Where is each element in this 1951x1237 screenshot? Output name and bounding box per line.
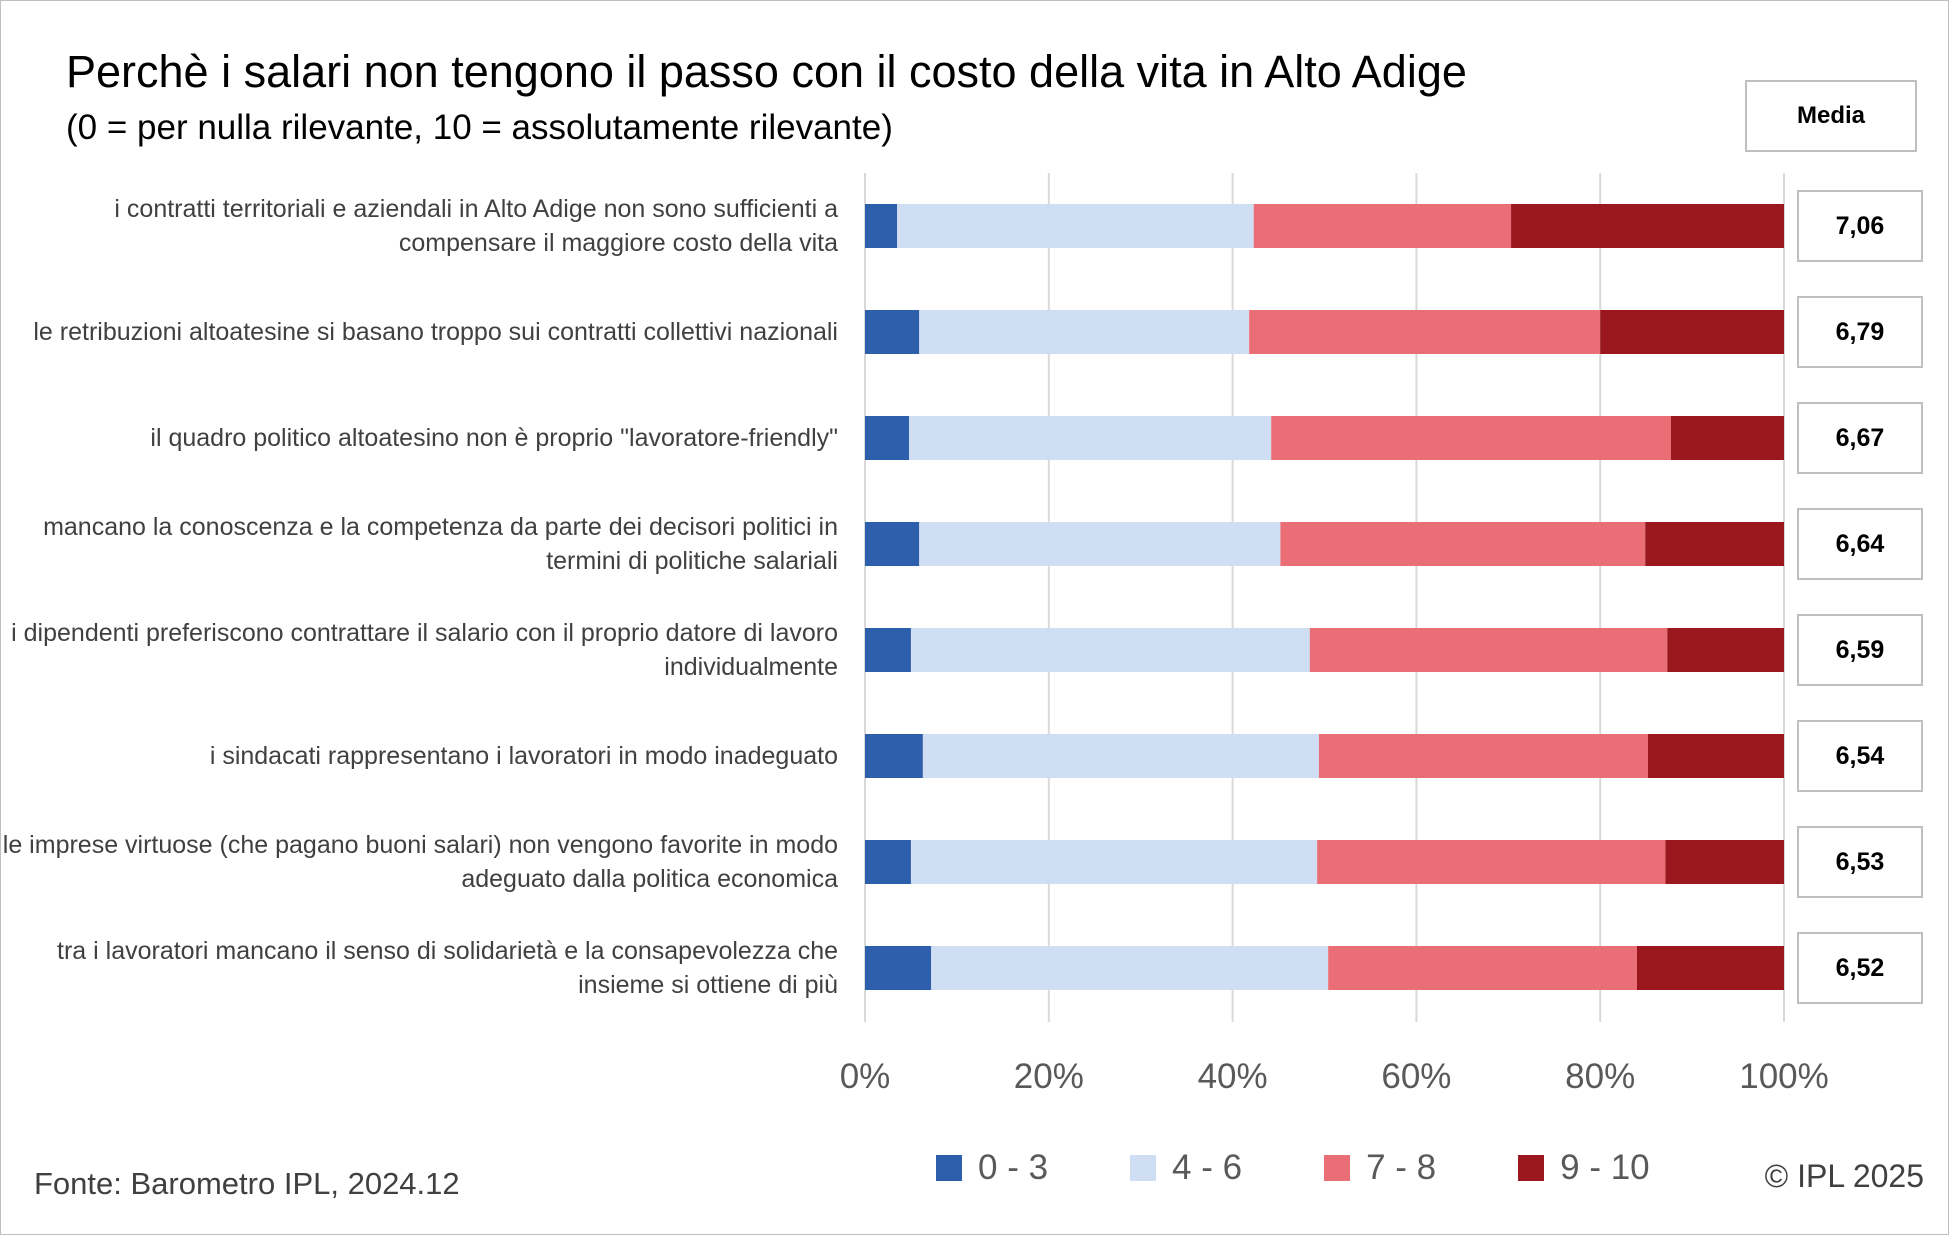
category-label: tra i lavoratori mancano il senso di sol… <box>57 937 838 999</box>
x-tick-label: 40% <box>1198 1057 1268 1096</box>
bar-segment <box>865 416 910 460</box>
media-value: 6,54 <box>1797 720 1923 792</box>
legend-label-4-6: 4 - 6 <box>1172 1148 1243 1187</box>
bar-segment <box>1249 310 1601 354</box>
bar-segment <box>909 416 1272 460</box>
legend-item-9-10: 9 - 10 <box>1518 1148 1650 1188</box>
legend-swatch-7-8 <box>1324 1155 1351 1181</box>
media-value: 6,67 <box>1797 402 1923 474</box>
bar-segment <box>1667 628 1784 672</box>
bar-segment <box>1665 840 1784 884</box>
media-value: 6,79 <box>1797 296 1923 368</box>
bar-segment <box>1271 416 1671 460</box>
category-label: i sindacati rappresentano i lavoratori i… <box>209 742 838 770</box>
bar-segment <box>1280 522 1646 566</box>
x-tick-label: 80% <box>1565 1057 1635 1096</box>
bar-segment <box>1317 840 1666 884</box>
bar-segment <box>931 946 1329 990</box>
bar-segment <box>865 946 932 990</box>
legend-swatch-0-3 <box>936 1155 962 1181</box>
bar-segment <box>919 522 1281 566</box>
bar-segment <box>865 734 923 778</box>
bar-segment <box>922 734 1319 778</box>
legend-label-9-10: 9 - 10 <box>1560 1148 1650 1187</box>
media-value: 6,64 <box>1797 508 1923 580</box>
bar-segment <box>1647 734 1784 778</box>
category-label: le retribuzioni altoatesine si basano tr… <box>33 318 838 346</box>
category-label: i dipendenti preferiscono contrattare il… <box>11 619 838 681</box>
legend-label-7-8: 7 - 8 <box>1366 1148 1437 1187</box>
source-note: Fonte: Barometro IPL, 2024.12 <box>34 1166 460 1201</box>
x-tick-label: 20% <box>1014 1057 1084 1096</box>
media-value: 7,06 <box>1797 190 1923 262</box>
media-value: 6,53 <box>1797 826 1923 898</box>
x-tick-label: 0% <box>840 1057 891 1096</box>
media-header: Media <box>1745 80 1917 152</box>
bar-segment <box>1645 522 1784 566</box>
bar-segment <box>1318 734 1648 778</box>
media-value: 6,59 <box>1797 614 1923 686</box>
legend-item-7-8: 7 - 8 <box>1324 1148 1436 1188</box>
bar-segment <box>919 310 1250 354</box>
bar-segment <box>865 204 898 248</box>
media-value: 6,52 <box>1797 932 1923 1004</box>
bar-segment <box>1600 310 1784 354</box>
x-tick-label: 100% <box>1739 1057 1829 1096</box>
legend-item-0-3: 0 - 3 <box>936 1148 1048 1188</box>
legend-swatch-9-10 <box>1518 1155 1545 1181</box>
bar-segment <box>910 840 1318 884</box>
chart-subtitle: (0 = per nulla rilevante, 10 = assolutam… <box>66 108 893 147</box>
category-label: mancano la conoscenza e la competenza da… <box>43 513 838 575</box>
bar-segment <box>1636 946 1784 990</box>
bar-segment <box>865 628 911 672</box>
bar-segment <box>897 204 1254 248</box>
legend-swatch-4-6 <box>1130 1155 1157 1181</box>
category-label: i contratti territoriali e aziendali in … <box>114 195 838 257</box>
bar-segment <box>1253 204 1512 248</box>
bar-segment <box>865 310 920 354</box>
category-label: il quadro politico altoatesino non è pro… <box>150 424 838 452</box>
bar-segment <box>865 522 920 566</box>
bar-segment <box>1511 204 1784 248</box>
bar-segment <box>910 628 1310 672</box>
legend-label-0-3: 0 - 3 <box>978 1148 1049 1187</box>
chart-title: Perchè i salari non tengono il passo con… <box>66 46 1467 97</box>
x-tick-label: 60% <box>1381 1057 1451 1096</box>
copyright: © IPL 2025 <box>1764 1158 1924 1194</box>
bar-segment <box>1670 416 1784 460</box>
legend-item-4-6: 4 - 6 <box>1130 1148 1242 1188</box>
bar-segment <box>865 840 911 884</box>
bar-segment <box>1309 628 1668 672</box>
bar-segment <box>1328 946 1637 990</box>
category-label: le imprese virtuose (che pagano buoni sa… <box>2 831 838 893</box>
legend: 0 - 3 4 - 6 7 - 8 9 - 10 <box>936 1148 1732 1188</box>
